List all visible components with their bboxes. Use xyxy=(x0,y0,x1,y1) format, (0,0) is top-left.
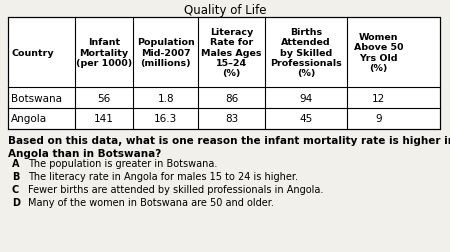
Text: B: B xyxy=(12,171,19,181)
Text: Country: Country xyxy=(11,48,54,57)
Text: Based on this data, what is one reason the infant mortality rate is higher in
An: Based on this data, what is one reason t… xyxy=(8,136,450,158)
Text: 83: 83 xyxy=(225,114,238,124)
Text: Botswana: Botswana xyxy=(11,93,62,103)
Text: 86: 86 xyxy=(225,93,238,103)
Text: The population is greater in Botswana.: The population is greater in Botswana. xyxy=(28,158,217,168)
Text: Literacy
Rate for
Males Ages
15–24
(%): Literacy Rate for Males Ages 15–24 (%) xyxy=(201,27,262,78)
Text: Infant
Mortality
(per 1000): Infant Mortality (per 1000) xyxy=(76,38,132,68)
Text: C: C xyxy=(12,184,19,194)
Text: 94: 94 xyxy=(299,93,313,103)
Text: 9: 9 xyxy=(375,114,382,124)
Text: 141: 141 xyxy=(94,114,114,124)
Text: 45: 45 xyxy=(299,114,313,124)
Text: Population
Mid-2007
(millions): Population Mid-2007 (millions) xyxy=(137,38,194,68)
Text: The literacy rate in Angola for males 15 to 24 is higher.: The literacy rate in Angola for males 15… xyxy=(28,171,298,181)
Text: Fewer births are attended by skilled professionals in Angola.: Fewer births are attended by skilled pro… xyxy=(28,184,324,194)
Text: Births
Attended
by Skilled
Professionals
(%): Births Attended by Skilled Professionals… xyxy=(270,27,342,78)
Text: 1.8: 1.8 xyxy=(158,93,174,103)
Text: Many of the women in Botswana are 50 and older.: Many of the women in Botswana are 50 and… xyxy=(28,197,274,207)
Text: A: A xyxy=(12,158,19,168)
Text: 16.3: 16.3 xyxy=(154,114,177,124)
Text: Angola: Angola xyxy=(11,114,47,124)
Text: 12: 12 xyxy=(372,93,385,103)
Text: Quality of Life: Quality of Life xyxy=(184,4,266,17)
Text: D: D xyxy=(12,197,20,207)
Text: 56: 56 xyxy=(98,93,111,103)
Text: Women
Above 50
Yrs Old
(%): Women Above 50 Yrs Old (%) xyxy=(354,33,403,73)
Bar xyxy=(8,18,440,130)
